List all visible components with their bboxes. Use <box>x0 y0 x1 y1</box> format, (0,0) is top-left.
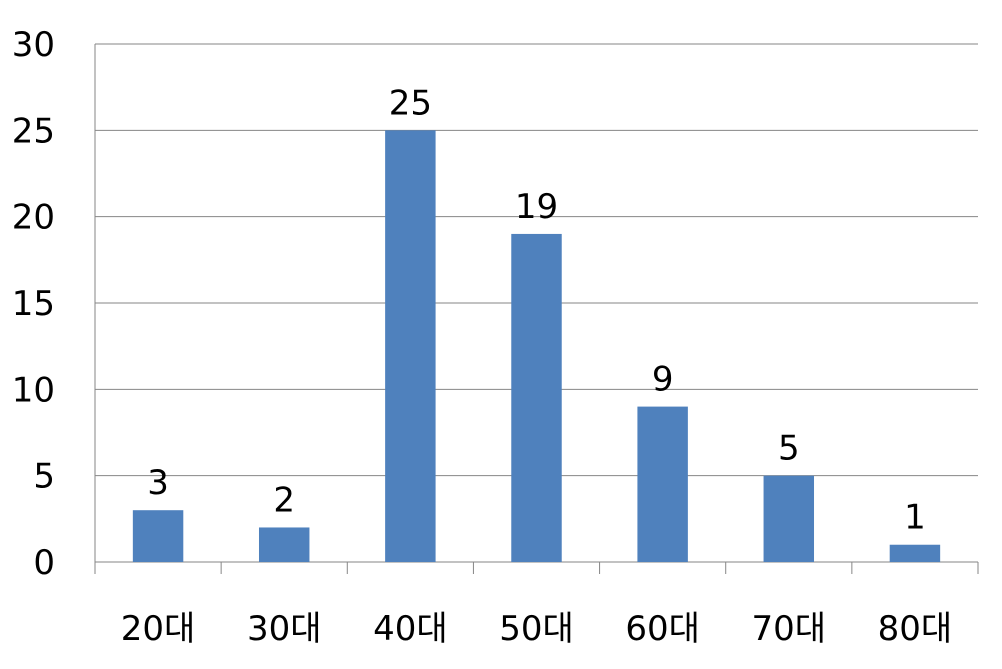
data-label: 25 <box>389 83 432 123</box>
bars <box>132 130 941 563</box>
data-label: 5 <box>778 429 800 469</box>
data-label: 19 <box>515 187 558 227</box>
data-label: 9 <box>652 360 674 400</box>
x-category-label: 70대 <box>752 609 827 649</box>
bar <box>889 544 941 562</box>
data-label: 2 <box>273 480 295 520</box>
bar <box>132 510 184 562</box>
y-tick-label: 0 <box>33 543 55 583</box>
data-label: 3 <box>147 463 169 503</box>
x-category-label: 50대 <box>499 609 574 649</box>
bar <box>763 475 815 562</box>
y-tick-label: 10 <box>12 370 55 410</box>
y-tick-label: 20 <box>12 198 55 238</box>
bar <box>511 233 562 562</box>
x-category-label: 30대 <box>247 609 322 649</box>
y-tick-label: 25 <box>12 111 55 151</box>
y-tick-label: 30 <box>12 25 55 65</box>
x-category-label: 80대 <box>878 609 953 649</box>
bar <box>637 406 688 562</box>
y-tick-label: 15 <box>12 284 55 324</box>
y-tick-label: 5 <box>33 457 55 497</box>
labels: 0 5 10 15 20 25 30 3 20대 2 30대 25 40대 19 50대 9 60대 5 70대 1 8… <box>12 25 952 649</box>
data-label: 1 <box>904 498 926 538</box>
x-category-label: 60대 <box>625 609 700 649</box>
x-category-label: 20대 <box>121 609 196 649</box>
bar <box>258 527 310 562</box>
x-category-label: 40대 <box>373 609 448 649</box>
bar <box>385 130 436 563</box>
